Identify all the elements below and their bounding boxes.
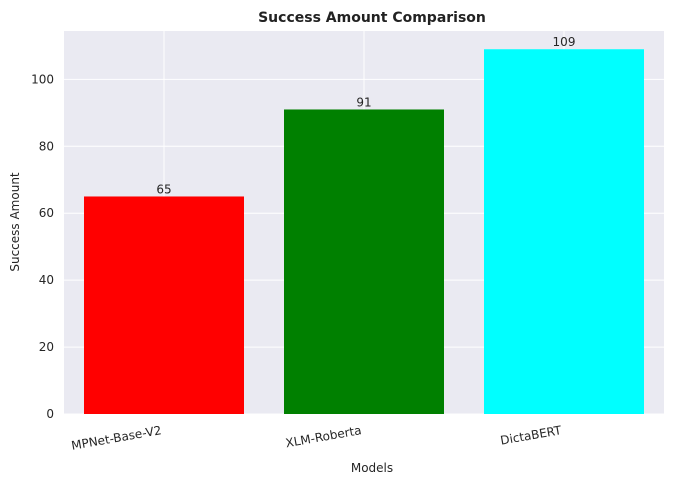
x-axis-label: Models — [351, 461, 393, 475]
y-tick-label: 20 — [39, 340, 54, 354]
y-tick-label: 60 — [39, 206, 54, 220]
data-label: 91 — [356, 95, 371, 109]
data-label: 65 — [156, 182, 171, 196]
y-tick-label: 0 — [46, 407, 54, 421]
y-tick-label: 80 — [39, 139, 54, 153]
data-labels: 65 91 109 — [156, 35, 575, 196]
x-axis-ticks: MPNet-Base-V2 XLM-Roberta DictaBERT — [70, 423, 563, 453]
bars — [84, 49, 644, 415]
x-tick-label: XLM-Roberta — [285, 423, 363, 450]
y-axis-ticks: 0 20 40 60 80 100 — [31, 72, 54, 421]
bar-xlm-roberta — [284, 109, 444, 415]
y-tick-label: 100 — [31, 72, 54, 86]
x-tick-label: MPNet-Base-V2 — [70, 423, 162, 453]
y-tick-label: 40 — [39, 273, 54, 287]
chart-title: Success Amount Comparison — [258, 10, 486, 26]
bar-mpnet-base-v2 — [84, 196, 244, 414]
x-tick-label: DictaBERT — [499, 423, 563, 448]
y-axis-label: Success Amount — [8, 172, 22, 272]
data-label: 109 — [553, 35, 576, 49]
bar-dictabert — [484, 49, 644, 414]
